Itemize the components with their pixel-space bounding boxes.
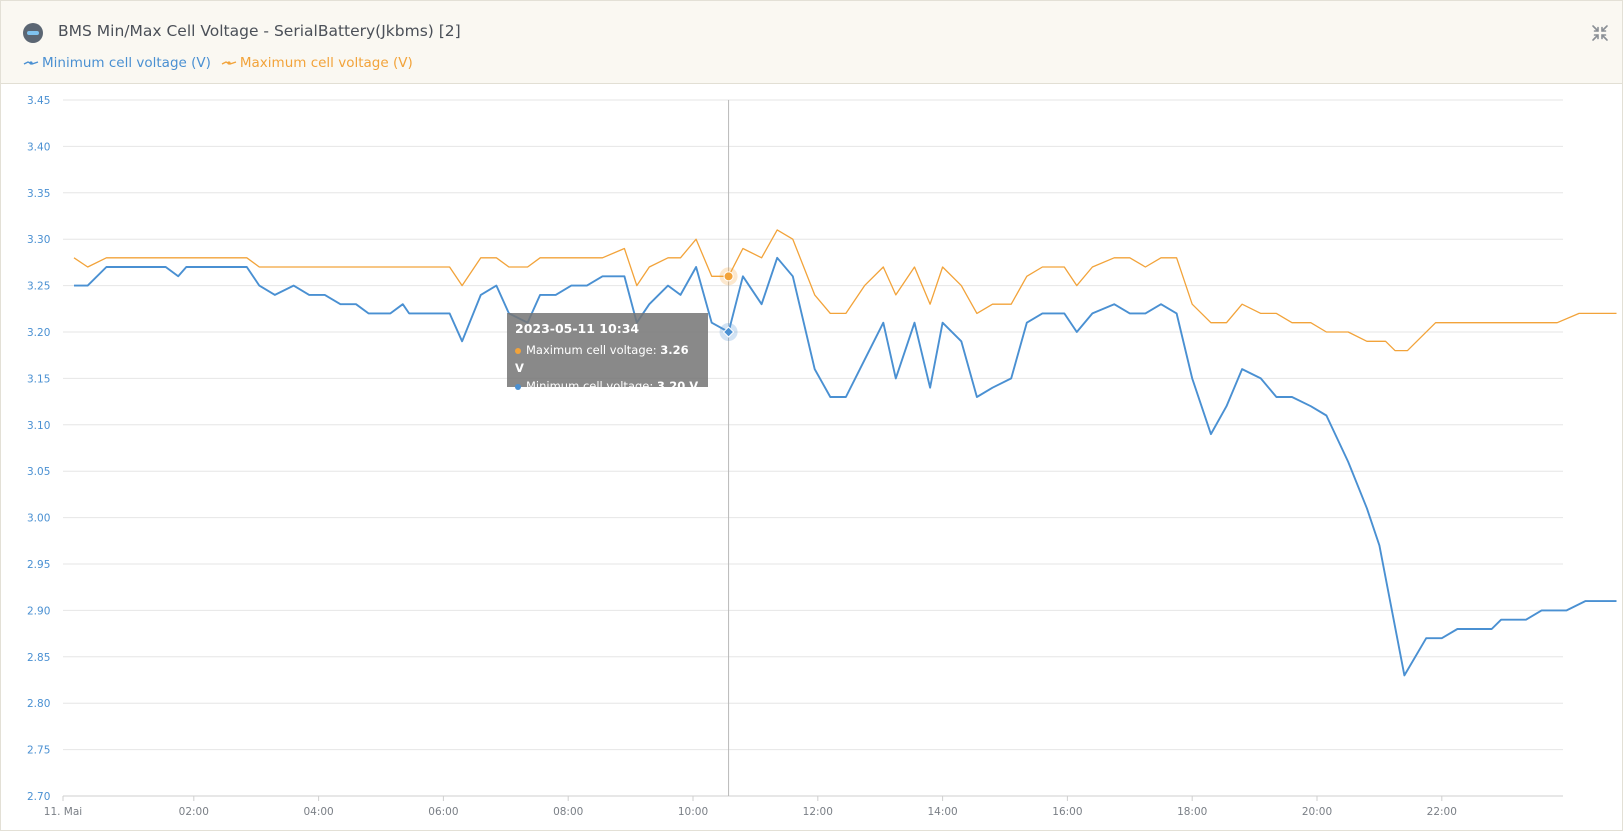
widget-title: BMS Min/Max Cell Voltage - SerialBattery… bbox=[58, 22, 461, 40]
x-tick-label: 02:00 bbox=[179, 806, 209, 818]
y-tick-label: 2.80 bbox=[27, 698, 50, 710]
series-line-icon bbox=[221, 61, 237, 65]
tooltip-label-max: Maximum cell voltage: bbox=[526, 343, 657, 357]
hover-tooltip: 2023-05-11 10:34 Maximum cell voltage: 3… bbox=[507, 313, 708, 393]
tooltip-row-min: Minimum cell voltage: 3.20 V bbox=[515, 377, 700, 395]
x-tick-label: 06:00 bbox=[428, 806, 458, 818]
x-tick-label: 12:00 bbox=[803, 806, 833, 818]
series-line-icon bbox=[23, 61, 39, 65]
legend-item-max[interactable]: Maximum cell voltage (V) bbox=[221, 55, 413, 71]
x-tick-label: 22:00 bbox=[1427, 806, 1457, 818]
legend-label-min: Minimum cell voltage (V) bbox=[42, 55, 211, 71]
hover-marker-min bbox=[722, 326, 735, 338]
voltage-line-chart[interactable]: 2.70 2.75 2.80 2.85 2.90 2.95 3.00 3.05 3.10 3.15… bbox=[1, 84, 1622, 830]
y-tick-label: 3.40 bbox=[27, 141, 50, 153]
y-tick-label: 3.35 bbox=[27, 188, 50, 200]
y-tick-label: 3.45 bbox=[27, 95, 50, 107]
x-tick-label: 18:00 bbox=[1177, 806, 1207, 818]
x-tick-label: 04:00 bbox=[303, 806, 333, 818]
chart-legend: Minimum cell voltage (V) Maximum cell vo… bbox=[23, 55, 423, 71]
minimize-arrows-icon[interactable] bbox=[1591, 24, 1609, 42]
x-tick-label: 16:00 bbox=[1052, 806, 1082, 818]
y-tick-label: 2.85 bbox=[27, 652, 50, 664]
y-tick-label: 3.05 bbox=[27, 466, 50, 478]
y-tick-label: 2.90 bbox=[27, 605, 50, 617]
widget-header: BMS Min/Max Cell Voltage - SerialBattery… bbox=[1, 1, 1622, 84]
tooltip-value-min: 3.20 V bbox=[656, 379, 699, 393]
x-tick-label: 10:00 bbox=[678, 806, 708, 818]
series-line-max bbox=[73, 229, 1617, 352]
x-tick-label: 14:00 bbox=[927, 806, 957, 818]
tooltip-row-max: Maximum cell voltage: 3.26 V bbox=[515, 341, 700, 377]
y-tick-label: 3.25 bbox=[27, 281, 50, 293]
x-tick-label: 20:00 bbox=[1302, 806, 1332, 818]
dot-icon bbox=[515, 383, 521, 390]
series-line-min bbox=[74, 256, 1617, 677]
tooltip-value-max: 3.26 V bbox=[515, 343, 689, 375]
y-tick-label: 3.15 bbox=[27, 373, 50, 385]
x-tick-label: 11. Mai bbox=[44, 806, 82, 818]
tooltip-date: 2023-05-11 10:34 bbox=[515, 321, 640, 336]
y-tick-label: 2.95 bbox=[27, 559, 50, 571]
legend-item-min[interactable]: Minimum cell voltage (V) bbox=[23, 55, 211, 71]
tooltip-label-min: Minimum cell voltage: bbox=[526, 379, 654, 393]
x-tick-label: 08:00 bbox=[553, 806, 583, 818]
y-tick-label: 3.00 bbox=[27, 513, 50, 525]
y-tick-label: 3.20 bbox=[27, 327, 50, 339]
dot-icon bbox=[515, 347, 521, 354]
battery-device-icon bbox=[23, 23, 43, 43]
hover-marker-max bbox=[723, 271, 734, 282]
y-tick-label: 3.30 bbox=[27, 234, 50, 246]
legend-label-max: Maximum cell voltage (V) bbox=[239, 55, 413, 71]
y-tick-label: 2.70 bbox=[27, 791, 50, 803]
y-tick-label: 3.10 bbox=[27, 420, 50, 432]
y-tick-label: 2.75 bbox=[27, 745, 50, 757]
